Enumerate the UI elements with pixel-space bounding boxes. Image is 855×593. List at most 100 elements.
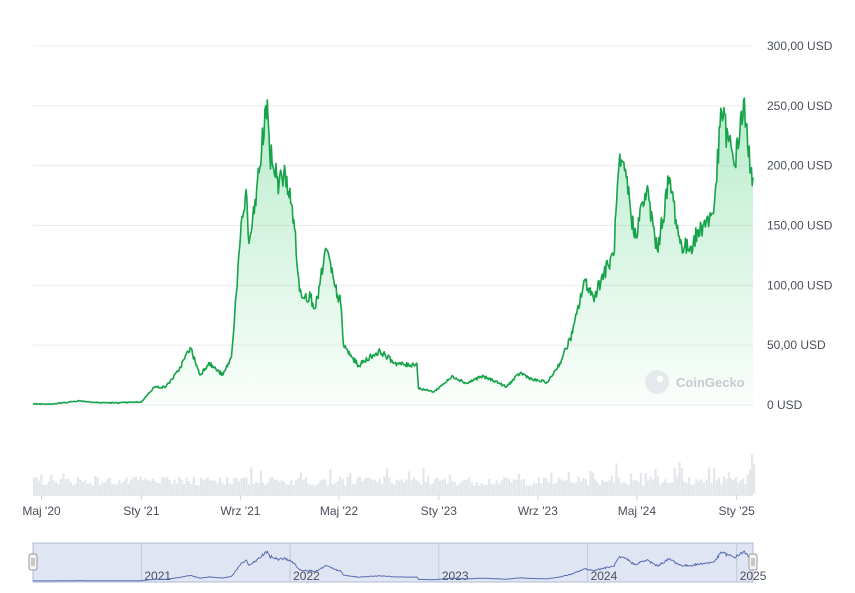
volume-bar (89, 483, 92, 494)
volume-bar (572, 483, 575, 494)
volume-bar (262, 482, 265, 494)
volume-bar (57, 484, 60, 494)
volume-bar (705, 479, 708, 494)
volume-bar (520, 479, 523, 494)
volume-bar (673, 467, 676, 494)
volume-bar (180, 480, 183, 494)
volume-bar (460, 481, 464, 494)
volume-bar (448, 474, 451, 494)
volume-bar (598, 485, 602, 494)
x-tick-label: Wrz '23 (518, 504, 558, 518)
volume-bar (146, 479, 150, 494)
volume-bar (680, 467, 683, 494)
volume-bar (319, 480, 322, 494)
volume-bar (748, 469, 751, 494)
volume-bar (702, 482, 706, 494)
coingecko-logo-eye (656, 375, 664, 383)
right-handle-grip[interactable] (748, 553, 758, 571)
volume-bar (361, 481, 364, 494)
volume-bar (542, 477, 546, 494)
volume-bar (192, 476, 195, 494)
volume-bar (502, 476, 506, 494)
volume-bar (349, 472, 352, 494)
volume-bar (185, 477, 188, 494)
volume-bar (324, 479, 327, 494)
volume-bar (625, 483, 628, 494)
volume-bar (480, 483, 483, 494)
volume-bar (565, 480, 568, 494)
volume-bar (273, 479, 277, 494)
volume-bar (468, 477, 471, 494)
volume-bar (732, 479, 735, 494)
volume-bar (742, 478, 745, 494)
volume-bar (690, 484, 693, 494)
volume-bar (671, 482, 674, 494)
volume-bar (132, 476, 135, 494)
volume-bar (195, 485, 198, 494)
volume-bar (380, 484, 384, 494)
volume-bar (33, 477, 36, 494)
volume-bar (378, 478, 381, 494)
volume-bar (339, 476, 342, 494)
volume-bar (235, 478, 238, 494)
volume-bar (443, 478, 446, 494)
x-tick-label: Sty '23 (421, 504, 458, 518)
volume-bar (233, 478, 236, 494)
volume-bar (567, 472, 570, 494)
volume-bar (99, 484, 102, 494)
volume-bar (707, 467, 711, 494)
volume-bar (550, 472, 553, 494)
volume-bar (485, 484, 488, 494)
volume-bar (156, 483, 159, 494)
coingecko-watermark: CoinGecko (645, 370, 745, 394)
volume-bar (412, 477, 415, 494)
range-navigator[interactable]: 2021 2022 2023 2024 2025 (28, 542, 767, 583)
volume-bar (344, 485, 347, 494)
volume-bar (211, 480, 214, 494)
volume-bar (190, 484, 193, 494)
volume-bar (108, 477, 111, 494)
volume-bar (295, 480, 298, 494)
x-tick-label: Sty '21 (123, 504, 160, 518)
coingecko-logo-icon (645, 370, 669, 394)
volume-bar (336, 480, 339, 494)
volume-bar (354, 483, 357, 494)
volume-bar (266, 481, 270, 494)
volume-bar (695, 478, 698, 494)
volume-bar (40, 474, 43, 494)
volume-bar (678, 462, 681, 494)
volume-bar (730, 478, 733, 494)
volume-bar (230, 484, 233, 494)
volume-bar (154, 481, 157, 494)
volume-bar (697, 480, 700, 494)
volume-bar (557, 477, 560, 494)
volume-bar (163, 477, 166, 494)
volume-bar (739, 480, 742, 494)
navigator-left-handle[interactable] (28, 553, 38, 571)
volume-bar (647, 480, 650, 494)
volume-bar (649, 476, 652, 494)
volume-bar (52, 479, 55, 494)
navigator-right-handle[interactable] (748, 553, 758, 571)
volume-bar (532, 482, 536, 494)
volume-bar (290, 479, 293, 494)
volume-bar (637, 481, 640, 494)
volume-bar (175, 483, 178, 494)
volume-bar (717, 477, 721, 494)
x-tick-label: Maj '22 (320, 504, 359, 518)
volume-bar (515, 479, 518, 494)
volume-bar (151, 478, 154, 494)
volume-bar (356, 477, 359, 494)
volume-bar (395, 479, 398, 494)
volume-bar (35, 477, 38, 494)
volume-bar (750, 454, 754, 494)
volume-bar (692, 484, 695, 494)
volume-bar (582, 477, 585, 494)
volume-bar (120, 482, 123, 494)
volume-bar (326, 485, 329, 494)
left-handle-grip[interactable] (28, 553, 38, 571)
volume-bar (661, 482, 664, 494)
volume-bar (250, 467, 253, 494)
volume-bar (500, 480, 503, 494)
